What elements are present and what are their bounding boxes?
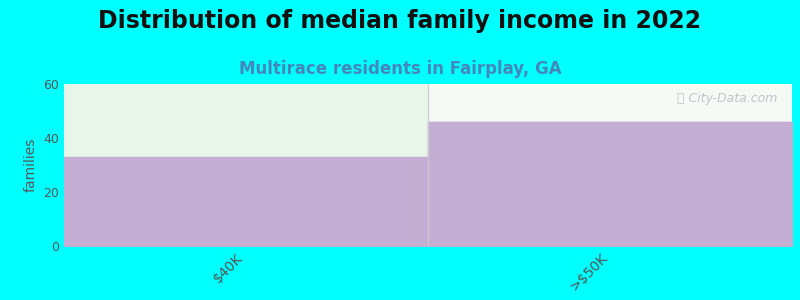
Text: ⓘ City-Data.com: ⓘ City-Data.com (677, 92, 778, 105)
Text: Multirace residents in Fairplay, GA: Multirace residents in Fairplay, GA (238, 60, 562, 78)
Text: Distribution of median family income in 2022: Distribution of median family income in … (98, 9, 702, 33)
Y-axis label: families: families (24, 138, 38, 192)
